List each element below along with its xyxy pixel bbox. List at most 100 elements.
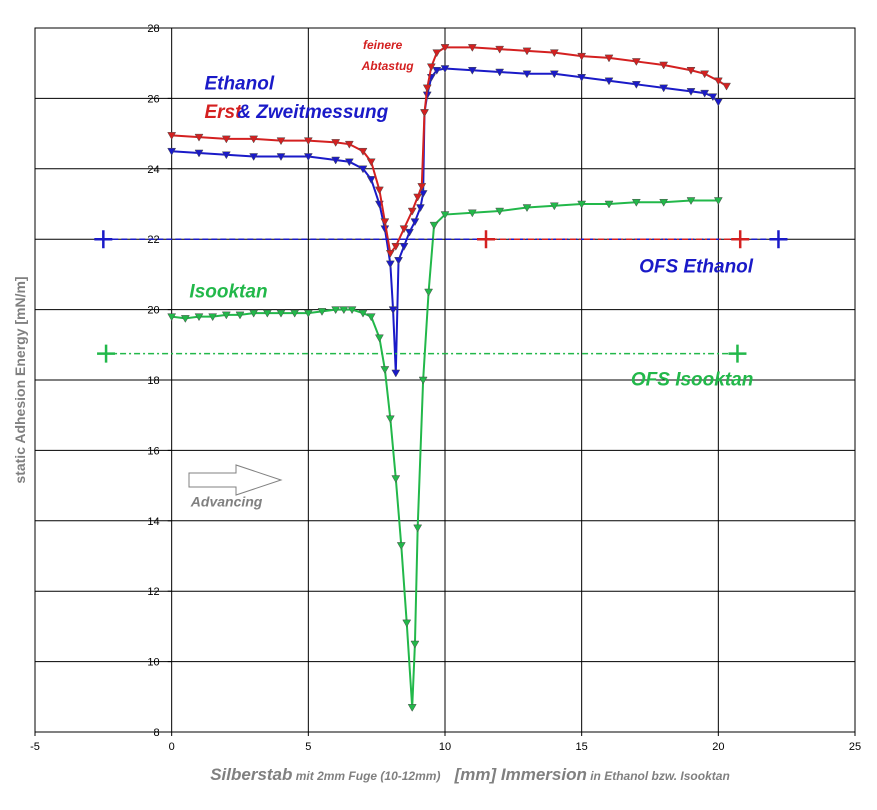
data-point [97,344,116,363]
data-point [522,47,532,56]
x-tick-label: 25 [849,741,861,753]
data-point [407,207,417,216]
data-point [180,315,190,323]
series-1 [167,65,723,378]
data-point [276,309,286,318]
data-point [413,524,423,533]
data-point [577,52,587,61]
data-point [276,137,286,146]
data-point [366,176,376,184]
data-point [167,147,177,156]
x-axis-label-part: Silberstab [210,765,292,784]
y-tick-label: 24 [147,164,159,176]
data-point [467,209,477,218]
series-line [171,199,719,708]
series-0 [167,197,723,712]
data-point [394,257,403,265]
data-point [194,149,204,158]
y-axis-label: static Adhesion Energy [mN/m] [12,276,28,483]
y-tick-label: 14 [147,516,159,528]
data-point [399,242,409,251]
data-point [631,81,641,89]
data-point [713,98,723,107]
data-point [249,135,259,144]
data-point [380,218,390,227]
data-point [194,313,204,322]
data-point [303,309,313,318]
advancing-arrow-icon [188,464,283,496]
y-tick-label: 20 [147,305,159,317]
data-point [366,158,376,167]
y-tick-label: 8 [154,727,160,739]
annotation: feinere [363,38,403,52]
y-tick-label: 18 [147,375,159,387]
data-point [577,74,587,82]
y-tick-label: 28 [147,23,159,35]
data-point [249,309,259,318]
annotations: Ethanol Erst& Zweitmessung feinere Abtastug… [189,38,753,510]
data-point [604,54,614,63]
data-point [167,132,177,140]
data-point [477,230,495,249]
data-point [347,306,357,315]
annotation: Ethanol [204,74,274,95]
series-2 [167,44,731,258]
data-point [686,88,696,96]
data-point [208,313,218,322]
x-tick-label: 15 [576,741,588,753]
data-point [495,45,505,54]
data-point [331,139,341,147]
x-axis-label-part: [mm] Immersion [440,765,586,784]
data-point [385,260,395,269]
annotation: OFS Isooktan [631,369,753,390]
data-point [415,204,425,213]
data-point [429,221,439,230]
data-point [713,77,723,86]
data-point [577,200,587,209]
x-tick-label: 0 [169,741,175,753]
data-point [374,334,384,343]
data-point [194,133,204,142]
data-point [262,309,272,318]
data-point [728,344,747,363]
data-point [344,158,354,167]
annotation: Advancing [190,494,263,510]
y-tick-label: 10 [147,657,159,669]
data-point [358,147,368,156]
axis-ticks: 8 10 12 14 16 18 20 22 24 26 28 -5 0 5 10 15 20 25 [30,23,861,753]
x-axis-label-part: in Ethanol bzw. Isooktan [587,769,730,783]
data-point [769,230,788,249]
data-point [424,288,434,297]
data-point [331,156,341,165]
data-point [276,153,286,161]
data-point [402,619,412,628]
data-point [440,44,450,52]
series-5 [97,344,747,363]
data-point [94,230,113,249]
data-point [303,137,313,146]
data-point [417,183,427,191]
series-4 [477,230,750,249]
data-point [422,84,432,93]
data-point [413,193,423,202]
series-3 [94,230,788,249]
data-point [221,151,231,160]
data-point [432,66,442,75]
data-point [604,77,614,86]
data-point [495,68,505,77]
data-point [249,153,259,161]
data-point [467,66,477,75]
series-layer [94,44,788,712]
data-point [700,89,710,98]
x-tick-label: 20 [712,741,724,753]
data-point [522,70,532,79]
data-point [388,306,398,315]
y-tick-label: 26 [147,93,159,105]
data-point [410,218,420,227]
data-point [440,211,450,220]
data-point [495,207,505,216]
data-point [722,82,731,91]
data-point [604,200,614,209]
